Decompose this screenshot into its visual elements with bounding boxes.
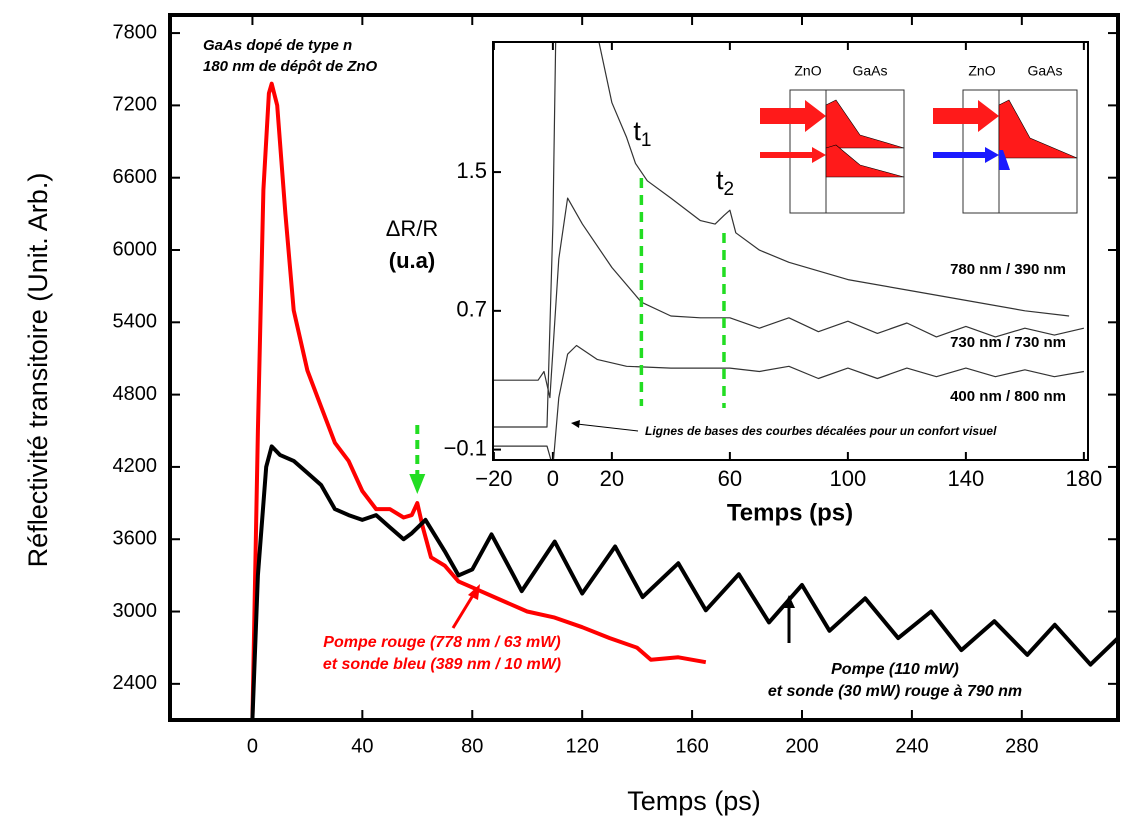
series-line [493, 42, 1070, 428]
y-tick-label: 2400 [113, 672, 158, 694]
plot-frame [492, 41, 1089, 461]
schematic-shape [998, 99, 1078, 159]
y-tick-label: 1.5 [456, 158, 487, 183]
y-tick-label: 3600 [113, 528, 158, 550]
schematic-shape [825, 144, 905, 178]
x-tick-label: 160 [675, 735, 708, 757]
x-tick-label: −20 [475, 466, 512, 491]
schematic-arrow [933, 147, 999, 163]
y-tick-label: −0.1 [444, 435, 487, 460]
marker-index: 2 [723, 179, 734, 200]
x-tick-label: 120 [565, 735, 598, 757]
x-tick-label: 100 [830, 466, 867, 491]
series-line [493, 344, 1085, 460]
x-tick-label: 200 [785, 735, 818, 757]
schematic-arrow [760, 147, 826, 163]
x-tick-label: 0 [247, 735, 258, 757]
x-tick-label: 180 [1066, 466, 1103, 491]
y-axis-title: (u.a) [389, 248, 435, 273]
schematic-label: GaAs [852, 63, 887, 79]
marker-label: t1 [633, 116, 651, 151]
marker-symbol: t [633, 116, 641, 146]
series-label: 400 nm / 800 nm [950, 388, 1066, 405]
y-tick-label: 3000 [113, 600, 158, 622]
y-tick-label: 6600 [113, 166, 158, 188]
x-axis-title: Temps (ps) [727, 499, 853, 526]
series-label: 780 nm / 390 nm [950, 261, 1066, 278]
y-tick-label: 6000 [113, 238, 158, 260]
schematic-label: ZnO [794, 63, 821, 79]
schematic: ZnO GaAs ZnO GaAs [760, 63, 1078, 214]
schematic-shape [825, 99, 905, 149]
schematic-label: GaAs [1027, 63, 1062, 79]
pointer-head [468, 584, 480, 600]
y-tick-label: 4200 [113, 455, 158, 477]
series-label: 730 nm / 730 nm [950, 334, 1066, 351]
series-label: et sonde (30 mW) rouge à 790 nm [768, 683, 1022, 700]
series-label: et sonde bleu (389 nm / 10 mW) [323, 656, 561, 673]
sample-label: 180 nm de dépôt de ZnO [203, 58, 378, 75]
series-line [250, 81, 707, 720]
x-tick-label: 140 [948, 466, 985, 491]
x-tick-label: 40 [351, 735, 373, 757]
schematic-shape [999, 150, 1016, 170]
x-tick-label: 280 [1005, 735, 1038, 757]
y-tick-label: 5400 [113, 311, 158, 333]
y-axis-title: ΔR/R [386, 216, 439, 241]
y-tick-label: 0.7 [456, 297, 487, 322]
series-line [493, 197, 1085, 399]
series-label: Pompe (110 mW) [831, 661, 959, 678]
x-tick-label: 0 [547, 466, 559, 491]
note-arrow [576, 423, 639, 432]
note-head [571, 420, 580, 428]
y-axis-title: Réflectivité transitoire (Unit. Arb.) [23, 173, 53, 568]
marker-symbol: t [716, 165, 724, 195]
y-tick-label: 4800 [113, 383, 158, 405]
x-tick-label: 80 [461, 735, 483, 757]
sample-label: GaAs dopé de type n [203, 37, 352, 54]
y-tick-label: 7800 [113, 21, 158, 43]
marker-index: 1 [641, 130, 652, 151]
series-line [250, 444, 1118, 720]
pointer-arrow [451, 591, 477, 629]
x-axis-title: Temps (ps) [627, 786, 761, 816]
schematic-arrow [933, 100, 999, 132]
x-tick-label: 20 [600, 466, 624, 491]
marker-head [409, 474, 426, 494]
x-tick-label: 60 [718, 466, 742, 491]
schematic-label: ZnO [968, 63, 995, 79]
plot-frame [168, 13, 1120, 722]
y-tick-label: 7200 [113, 94, 158, 116]
note: Lignes de bases des courbes décalées pou… [645, 424, 997, 438]
series-label: Pompe rouge (778 nm / 63 mW) [323, 634, 560, 651]
marker-label: t2 [716, 165, 734, 200]
pointer-head [783, 595, 795, 608]
x-tick-label: 240 [895, 735, 928, 757]
schematic-arrow [760, 100, 826, 132]
